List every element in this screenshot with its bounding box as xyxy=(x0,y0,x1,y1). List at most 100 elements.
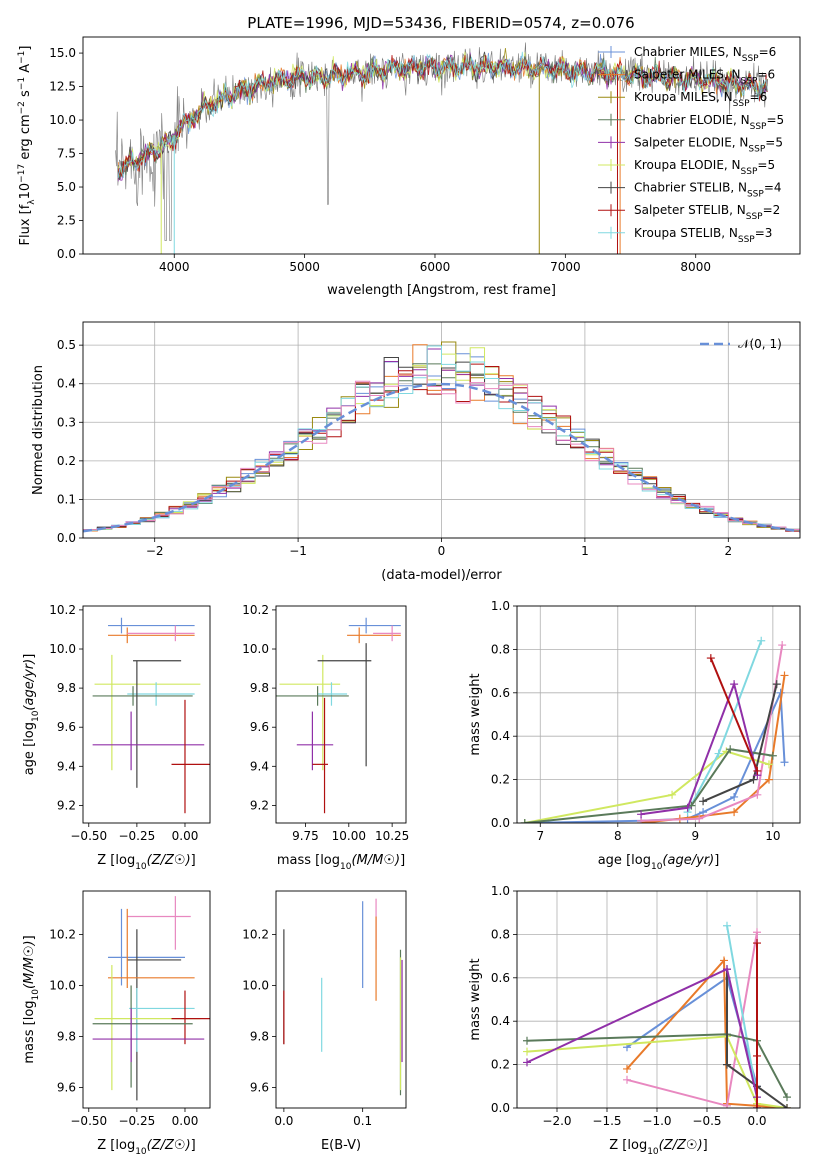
label-part: 10 xyxy=(135,1147,147,1157)
errorbar-plot-area xyxy=(92,617,210,814)
label-part: SSP xyxy=(741,77,758,87)
label-part: Kroupa STELIB, N xyxy=(634,226,738,240)
spectrum-plot-area xyxy=(115,42,768,254)
weight-marker xyxy=(706,654,715,663)
x-axis-label: Z [log10(Z/Z☉)] xyxy=(609,1138,707,1157)
label-part: Chabrier STELIB, N xyxy=(634,181,747,195)
y-tick-label: 7.5 xyxy=(57,147,76,161)
label-part: SSP xyxy=(747,190,764,200)
label-part: 10 xyxy=(18,183,33,200)
label-part: ] xyxy=(191,853,196,868)
x-tick-label: 0.1 xyxy=(353,1114,372,1128)
x-tick-label: 5000 xyxy=(289,260,320,274)
label-part: =5 xyxy=(766,113,784,127)
y-tick-label: 9.6 xyxy=(57,1081,76,1095)
y-tick-label: 10.2 xyxy=(242,927,269,941)
mass_weight_vs_Z-panel: −2.0 −1.5 −1.0 −0.5 0.0 0.0 0.2 0.4 0.6 0.8 1.0 Z [… xyxy=(468,884,801,1157)
y-tick-label: 10.0 xyxy=(49,113,76,127)
x-tick-label: −0.5 xyxy=(692,1114,721,1128)
weight-marker xyxy=(749,775,758,784)
label-part: SSP xyxy=(748,144,765,154)
y-tick-label: 0.4 xyxy=(491,729,510,743)
label-part: =5 xyxy=(757,158,775,172)
label-part: =6 xyxy=(757,68,775,82)
weight-marker xyxy=(768,751,777,760)
weight-marker xyxy=(780,758,789,767)
label-part: =2 xyxy=(763,203,781,217)
label-part: A xyxy=(18,64,33,77)
errorbar-point xyxy=(317,682,348,706)
errorbar-point xyxy=(312,697,328,814)
label-part: 10 xyxy=(31,710,41,722)
label-part: −1 xyxy=(17,51,27,64)
errorbar-point xyxy=(129,988,195,1052)
weight-marker xyxy=(699,797,708,806)
axes-frame xyxy=(82,321,801,539)
label-part: Z [log xyxy=(609,1138,647,1153)
x-tick-label: 2 xyxy=(724,544,732,558)
x-axis-label: (data-model)/error xyxy=(381,568,502,583)
y-tick-label: 0.0 xyxy=(491,816,510,830)
x-tick-label: −1 xyxy=(289,544,307,558)
label-part: 10 xyxy=(31,989,41,1001)
weight-marker xyxy=(520,819,529,823)
label-part: age [log xyxy=(22,722,37,775)
label-part: SSP xyxy=(738,235,755,245)
y-tick-label: 9.8 xyxy=(250,1030,269,1044)
errorbar-point xyxy=(108,627,195,644)
axes-frame xyxy=(516,605,801,824)
label-part: Kroupa ELODIE, N xyxy=(634,158,741,172)
y-tick-label: 10.0 xyxy=(242,978,269,992)
label-part: (M/M☉) xyxy=(22,940,37,989)
y-tick-label: 5.0 xyxy=(57,180,76,194)
y-tick-label: 15.0 xyxy=(49,46,76,60)
label-part: Chabrier MILES, N xyxy=(634,45,742,59)
label-part: SSP xyxy=(733,99,750,109)
weight-marker xyxy=(753,939,761,948)
x-axis-label: wavelength [Angstrom, rest frame] xyxy=(327,283,556,298)
label-part: mass [log xyxy=(277,853,340,868)
errorbar-point xyxy=(127,896,191,950)
weight-marker xyxy=(753,790,762,799)
label-part: (Z/Z☉) xyxy=(147,1138,191,1153)
weight-series-line-7 xyxy=(640,680,759,816)
weight-series-line-6 xyxy=(726,969,788,1108)
weight-marker xyxy=(623,1064,631,1073)
axes-frame xyxy=(516,890,801,1109)
axes-frame xyxy=(82,605,211,824)
normal-curve-line xyxy=(83,382,800,533)
y-tick-label: 1.0 xyxy=(491,599,510,613)
x-tick-label: 0.00 xyxy=(172,829,199,843)
y-tick-label: 0.2 xyxy=(491,1058,510,1072)
weight-marker xyxy=(714,749,723,758)
y-tick-label: 0.8 xyxy=(491,927,510,941)
y-tick-label: 9.2 xyxy=(57,798,76,812)
x-tick-label: 4000 xyxy=(159,260,190,274)
errorbar-point xyxy=(92,686,193,706)
x-tick-label: −0.25 xyxy=(118,829,155,843)
x-tick-label: 7 xyxy=(536,829,544,843)
label-part: ] xyxy=(703,1138,708,1153)
weight-marker xyxy=(699,808,708,817)
y-tick-label: 0.6 xyxy=(491,686,510,700)
axes-frame xyxy=(82,890,211,1109)
legend-label: Salpeter STELIB, NSSP=2 xyxy=(634,203,780,222)
y-tick-label: 12.5 xyxy=(49,80,76,94)
y-tick-label: 9.8 xyxy=(250,681,269,695)
weight-series-line-3 xyxy=(524,750,770,823)
legend-label: Salpeter ELODIE, NSSP=5 xyxy=(634,135,783,154)
label-part: −2 xyxy=(17,101,27,114)
errorbar-point xyxy=(296,711,334,771)
x-tick-label: 8000 xyxy=(680,260,711,274)
legend-label: Chabrier ELODIE, NSSP=5 xyxy=(634,113,784,132)
weight-marker xyxy=(757,636,766,645)
label-part: s xyxy=(18,90,33,101)
x-tick-label: 10 xyxy=(765,829,780,843)
y-tick-label: 10.2 xyxy=(49,927,76,941)
x-tick-label: 0.0 xyxy=(274,1114,293,1128)
weight-marker xyxy=(637,810,646,819)
label-part: (Z/Z☉) xyxy=(659,1138,703,1153)
label-part: 10 xyxy=(135,862,147,872)
